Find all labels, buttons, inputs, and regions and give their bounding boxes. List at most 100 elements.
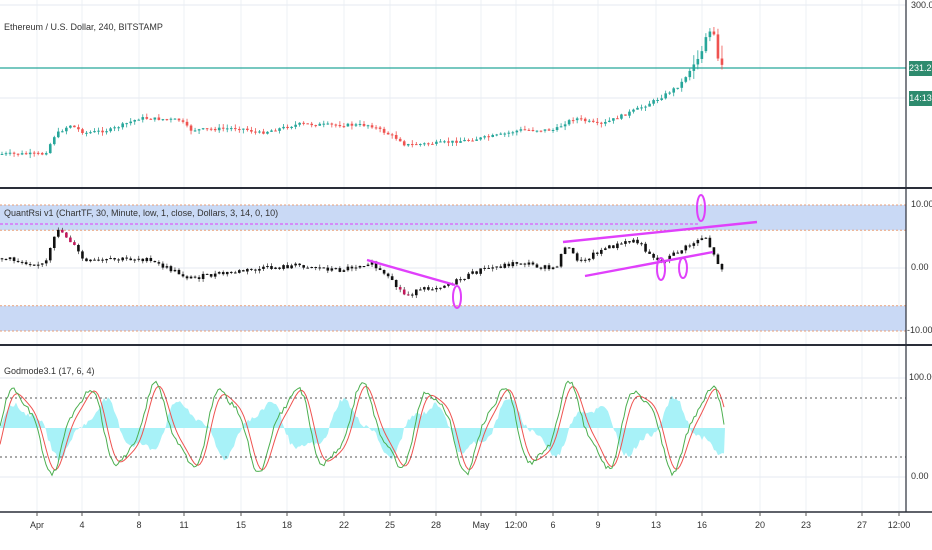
- rsi-candle: [221, 272, 225, 275]
- rsi-bands: [0, 204, 906, 332]
- rsi-candle: [443, 285, 446, 288]
- price-candle: [362, 123, 366, 126]
- rsi-candle: [250, 268, 253, 270]
- price-candle: [608, 120, 611, 122]
- price-candle: [185, 121, 189, 126]
- price-candle: [20, 153, 24, 155]
- rsi-candle: [358, 266, 362, 268]
- rsi-candle: [595, 252, 599, 254]
- rsi-candle: [559, 253, 563, 267]
- x-tick-label: 28: [430, 520, 442, 530]
- price-candle: [531, 129, 535, 131]
- rsi-candle: [543, 265, 547, 269]
- price-candle: [225, 128, 229, 130]
- rsi-candle: [65, 232, 68, 238]
- price-candle: [712, 31, 716, 35]
- price-candle: [24, 153, 28, 155]
- price-candle: [233, 128, 237, 130]
- rsi-candle: [205, 273, 209, 275]
- price-candle: [129, 121, 133, 124]
- price-candle: [354, 124, 358, 126]
- price-candle: [65, 127, 68, 132]
- price-candle: [177, 118, 181, 121]
- price-candle: [254, 131, 257, 133]
- rsi-candle: [213, 273, 217, 277]
- price-candle: [459, 141, 462, 143]
- price-candle: [189, 125, 193, 131]
- price-candle: [137, 119, 141, 121]
- price-candle: [12, 152, 16, 154]
- price-candle: [32, 152, 36, 154]
- price-candle: [664, 93, 667, 99]
- price-panel-title: Ethereum / U.S. Dollar, 240, BITSTAMP: [4, 22, 163, 32]
- stoch-signal-line: [0, 385, 725, 471]
- price-candle: [427, 143, 430, 145]
- rsi-candle: [487, 267, 490, 269]
- rsi-candle: [177, 269, 181, 275]
- lower-band: [0, 305, 906, 331]
- price-candle: [314, 125, 318, 127]
- rsi-candle: [350, 266, 354, 269]
- price-candle: [439, 141, 442, 143]
- price-candle: [306, 123, 309, 125]
- rsi-candle: [48, 247, 52, 261]
- rsi-candle: [640, 243, 643, 245]
- price-candle: [680, 81, 684, 88]
- rsi-candle: [374, 261, 378, 269]
- rsi-candle: [423, 287, 426, 290]
- rsi-candle: [386, 273, 390, 277]
- rsi-candle: [36, 264, 40, 266]
- price-candle: [57, 131, 60, 138]
- price-candle: [44, 153, 48, 155]
- rsi-axis-tick: 0.00: [911, 262, 929, 272]
- price-candle: [414, 144, 418, 146]
- rsi-candle: [181, 274, 185, 277]
- price-candle: [555, 127, 559, 130]
- rsi-candle: [604, 248, 607, 250]
- price-candle: [366, 125, 370, 127]
- price-candle: [451, 140, 454, 143]
- price-candle: [173, 118, 177, 120]
- price-tag: 231.28: [909, 61, 932, 76]
- price-candle: [302, 122, 305, 124]
- price-candle: [350, 123, 354, 126]
- price-candle: [595, 121, 599, 123]
- rsi-candle: [366, 264, 370, 267]
- price-candle: [121, 123, 124, 128]
- price-candle: [318, 123, 322, 126]
- price-candle: [491, 134, 495, 137]
- rsi-candle: [93, 259, 96, 261]
- price-candle: [587, 120, 591, 122]
- rsi-candle: [583, 259, 587, 261]
- price-candle: [93, 131, 96, 133]
- stoch-axis-tick: 0.00: [911, 471, 929, 481]
- signal-marker: [696, 194, 706, 222]
- price-candle: [632, 109, 635, 112]
- price-candle: [374, 127, 378, 129]
- signal-marker: [452, 285, 462, 309]
- x-tick-label: 12:00: [504, 520, 528, 530]
- price-candle: [604, 121, 607, 124]
- price-candle: [692, 64, 696, 71]
- rsi-candle: [294, 263, 297, 266]
- rsi-candle: [254, 269, 257, 271]
- price-candle: [656, 99, 659, 101]
- price-candle: [648, 103, 651, 107]
- rsi-candle: [89, 259, 92, 262]
- rsi-candle: [419, 289, 422, 291]
- rsi-candle: [439, 287, 442, 289]
- price-candle: [394, 135, 398, 139]
- rsi-candle: [523, 263, 527, 265]
- price-candle: [483, 136, 486, 138]
- price-candle: [535, 130, 539, 132]
- rsi-candle: [427, 287, 430, 290]
- rsi-candle: [73, 242, 76, 245]
- price-candle: [197, 129, 201, 131]
- x-tick-label: 12:00: [887, 520, 911, 530]
- rsi-axis-tick: -10.00: [907, 325, 932, 335]
- rsi-candle: [32, 264, 36, 266]
- rsi-candle: [551, 267, 555, 270]
- x-tick-label: 4: [79, 520, 85, 530]
- rsi-candle: [334, 268, 338, 270]
